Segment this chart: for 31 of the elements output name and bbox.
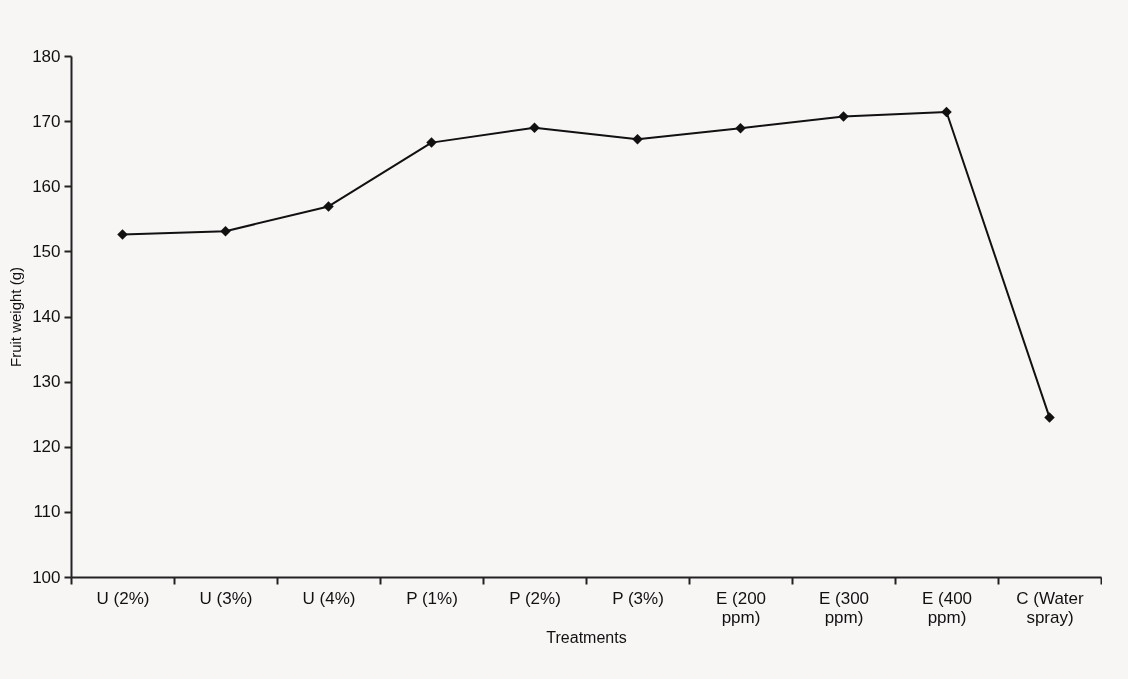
x-tick-label: U (3%) (199, 588, 253, 608)
point (1044, 412, 1055, 423)
point (632, 134, 643, 145)
point (117, 229, 128, 240)
y-tick-label: 140 (32, 307, 61, 326)
y-tick-label: 110 (33, 502, 61, 522)
x-tick-label: P (3%) (612, 588, 664, 608)
x-tick-label: E (200 ppm) (715, 588, 767, 627)
x-tick-label: E (300 ppm) (818, 588, 870, 627)
point (426, 137, 437, 148)
point (941, 106, 952, 118)
point (220, 225, 231, 237)
point (735, 123, 746, 134)
point (529, 122, 540, 133)
point (838, 111, 849, 122)
x-axis-title: Treatments (546, 628, 627, 646)
y-tick-label: 100 (32, 567, 61, 587)
x-tick-label: P (1%) (406, 588, 458, 608)
y-tick-label: 160 (32, 176, 61, 196)
y-axis-title: Fruit weight (g) (7, 266, 25, 368)
y-tick-label: 150 (32, 241, 61, 261)
x-tick-label: E (400 ppm) (921, 588, 973, 627)
y-tick-label: 170 (32, 111, 61, 131)
y-tick-label: 120 (32, 437, 61, 457)
point (323, 201, 334, 212)
x-tick-label: U (4%) (302, 588, 356, 608)
x-tick-label: C (Water spray) (1016, 588, 1085, 627)
y-tick-label: 180 (32, 46, 61, 66)
y-tick-label: 130 (32, 372, 61, 392)
x-tick-label: P (2%) (509, 588, 561, 608)
x-tick-label: U (2%) (96, 588, 150, 608)
